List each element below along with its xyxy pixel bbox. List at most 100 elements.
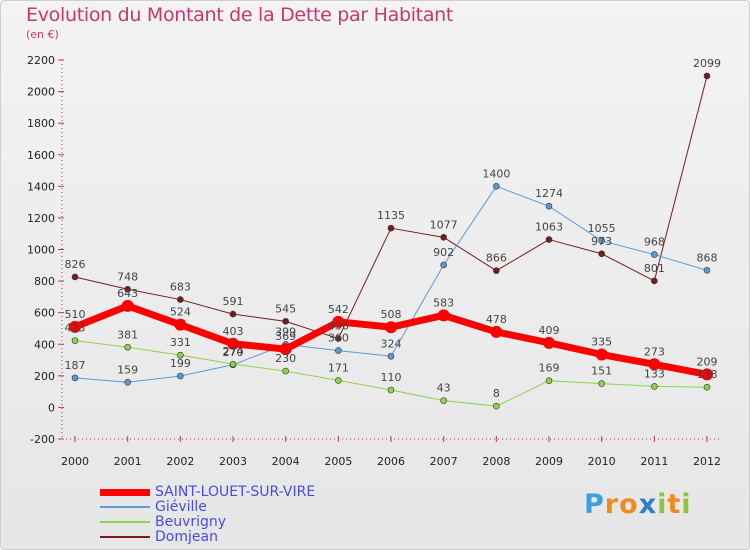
data-point <box>335 347 342 354</box>
y-tick-label: 2200 <box>27 54 55 67</box>
x-tick-label: 2011 <box>640 455 668 468</box>
data-label: 133 <box>644 367 665 380</box>
x-tick-label: 2012 <box>693 455 721 468</box>
data-label: 1055 <box>588 222 616 235</box>
data-point <box>651 383 658 390</box>
data-point <box>71 273 79 281</box>
data-point <box>598 380 605 387</box>
data-point <box>229 360 237 368</box>
data-label: 43 <box>437 382 451 395</box>
data-label: 973 <box>591 235 612 248</box>
data-point <box>595 348 608 361</box>
data-label: 171 <box>328 361 349 374</box>
data-point <box>440 397 447 404</box>
data-label: 274 <box>223 345 244 358</box>
x-tick-label: 2000 <box>61 455 89 468</box>
data-point <box>124 343 131 351</box>
y-tick-label: -200 <box>30 433 55 446</box>
data-point <box>493 183 500 190</box>
data-point <box>545 236 553 243</box>
data-label: 110 <box>381 371 402 384</box>
data-label: 591 <box>223 295 244 308</box>
data-point <box>177 296 184 303</box>
logo-letter: P <box>584 489 605 520</box>
chart-subtitle: (en €) <box>26 28 59 41</box>
legend-swatch <box>100 506 150 508</box>
legend-label: Giéville <box>155 499 207 515</box>
data-point <box>543 336 555 349</box>
series-lines <box>69 72 713 410</box>
data-label: 423 <box>65 322 86 335</box>
data-label: 169 <box>539 362 560 375</box>
data-label: 159 <box>117 363 138 376</box>
data-point <box>703 267 711 274</box>
data-label: 1063 <box>535 221 563 234</box>
x-tick-label: 2006 <box>377 455 405 468</box>
data-point <box>493 267 500 274</box>
data-point <box>124 285 131 293</box>
data-point <box>545 202 553 210</box>
x-tick-label: 2003 <box>219 455 247 468</box>
x-tick-label: 2010 <box>588 455 616 468</box>
data-label: 1400 <box>482 167 510 180</box>
data-label: 510 <box>65 308 86 321</box>
data-label: 683 <box>170 281 191 294</box>
data-label: 524 <box>170 306 191 319</box>
data-point <box>279 343 292 356</box>
data-label: 643 <box>117 287 138 300</box>
data-point <box>703 383 711 391</box>
data-label: 230 <box>275 352 296 365</box>
data-point <box>335 335 342 342</box>
data-point <box>387 386 395 394</box>
data-label: 748 <box>117 270 138 283</box>
data-point <box>651 277 658 285</box>
x-tick-label: 2002 <box>166 455 194 468</box>
data-label: 324 <box>381 337 402 350</box>
data-label: 128 <box>697 368 718 381</box>
data-point <box>71 337 79 344</box>
data-label: 273 <box>644 345 665 358</box>
data-point <box>651 251 658 258</box>
legend-label: Beuvrigny <box>155 514 227 530</box>
legend-swatch <box>100 536 150 538</box>
data-point <box>282 367 289 375</box>
data-label: 151 <box>591 365 612 378</box>
data-label: 335 <box>591 336 612 349</box>
data-label: 801 <box>644 262 665 275</box>
series-line <box>74 75 708 340</box>
data-label: 1077 <box>430 218 458 231</box>
y-tick-label: 1600 <box>27 149 55 162</box>
legend-swatch <box>100 489 150 496</box>
x-tick-label: 2008 <box>482 455 510 468</box>
data-point <box>545 377 553 385</box>
y-tick-label: 800 <box>34 275 55 288</box>
data-label: 1274 <box>535 187 563 200</box>
legend-label: SAINT-LOUET-SUR-VIRE <box>155 484 316 500</box>
data-point <box>335 377 342 384</box>
data-label: 331 <box>170 336 191 349</box>
data-point <box>124 379 131 386</box>
y-tick-label: 1000 <box>27 244 55 257</box>
data-label: 868 <box>697 251 718 264</box>
axes: -200 0 200 400 600 800 1000 1200 1400 1600 1800 200… <box>27 54 722 468</box>
data-point <box>229 310 237 318</box>
data-label: 583 <box>433 296 454 309</box>
data-label: 902 <box>433 246 454 259</box>
data-label: 2099 <box>693 57 721 70</box>
logo-letter: r <box>604 489 620 520</box>
data-point <box>701 368 713 381</box>
x-tick-label: 2007 <box>430 455 458 468</box>
data-point <box>121 299 134 312</box>
logo-letter: o <box>619 489 639 520</box>
data-label: 369 <box>275 330 296 343</box>
legend-label: Domjean <box>155 529 218 545</box>
data-label: 826 <box>65 258 86 271</box>
data-label: 968 <box>644 236 665 249</box>
data-label: 436 <box>328 320 349 333</box>
x-tick-label: 2001 <box>114 455 142 468</box>
data-point <box>71 374 79 382</box>
data-label: 381 <box>117 328 138 341</box>
y-tick-label: 200 <box>34 370 55 383</box>
